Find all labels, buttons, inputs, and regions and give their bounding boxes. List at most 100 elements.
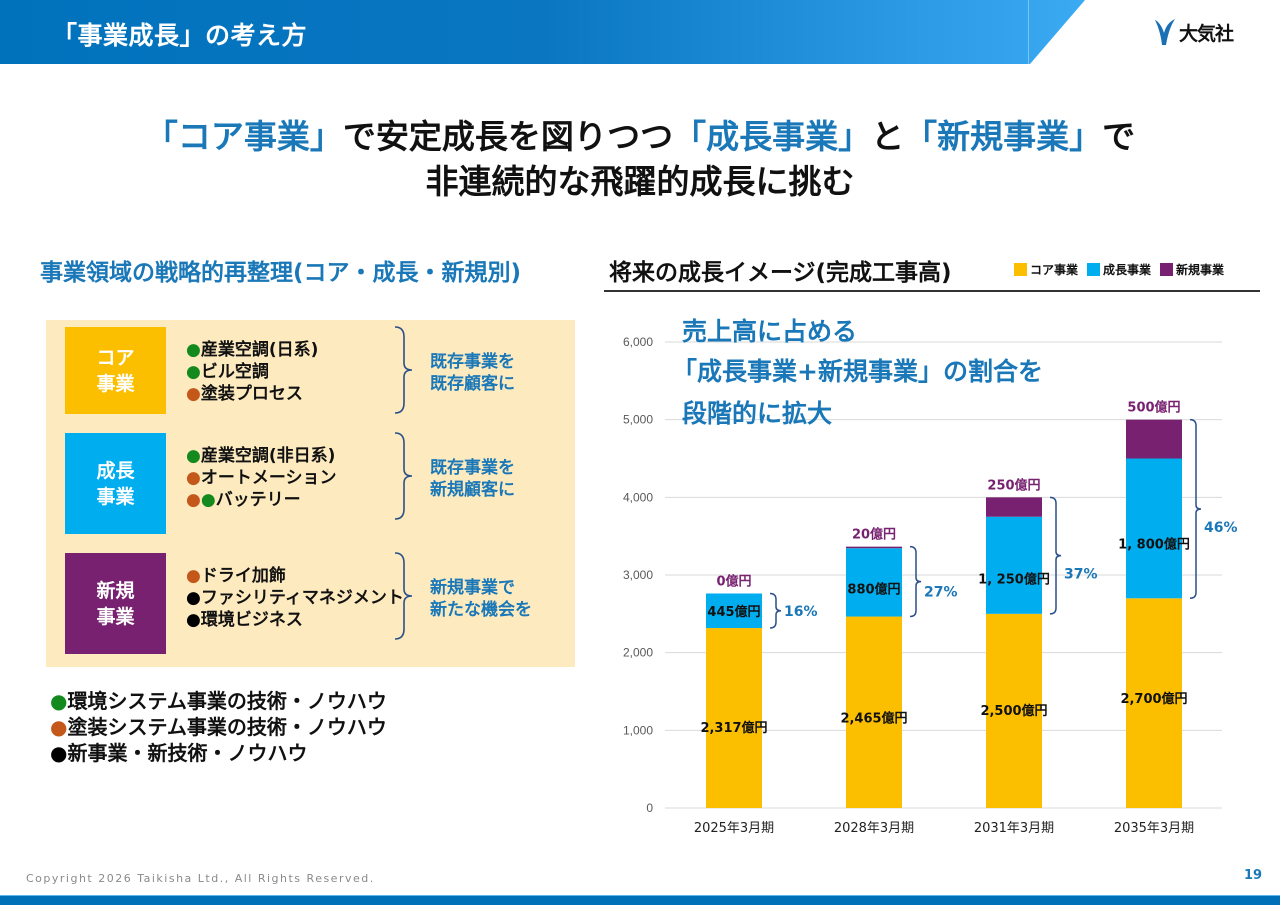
data-label-growth: 1, 250億円 <box>978 571 1050 587</box>
desc-line: 新規顧客に <box>430 480 515 500</box>
technology-legend-item: ●塗装システム事業の技術・ノウハウ <box>50 714 387 740</box>
category-items-2: ●ドライ加飾 ●ファシリティマネジメント ●環境ビジネス <box>186 565 404 631</box>
callout-line-3: 段階的に拡大 <box>682 399 833 428</box>
page-number: 19 <box>1244 868 1263 883</box>
share-brace-icon <box>769 592 782 629</box>
desc-line: 新たな機会を <box>430 600 532 620</box>
legend-swatch-new <box>1160 263 1174 276</box>
orange-dot-icon: ● <box>186 490 201 510</box>
callout-line-1: 売上高に占める <box>682 317 858 346</box>
share-percentage-label: 16% <box>784 604 818 620</box>
business-item-text: ビル空調 <box>200 362 269 382</box>
share-brace-icon <box>1189 418 1202 600</box>
category-box-2: 新規 事業 <box>65 553 166 654</box>
orange-dot-icon: ● <box>186 468 201 488</box>
category-box-0: コア 事業 <box>65 327 166 414</box>
header-band <box>0 0 1085 64</box>
data-label-growth: 1, 800億円 <box>1118 536 1190 552</box>
desc-line: 既存事業を <box>430 352 515 372</box>
copyright-text: Copyright 2026 Taikisha Ltd., All Rights… <box>26 872 375 885</box>
data-label-growth: 445億円 <box>707 604 760 620</box>
x-tick-label: 2025年3月期 <box>694 821 774 836</box>
company-logo: 大気社 <box>1153 17 1234 47</box>
category-items-0: ●産業空調(日系) ●ビル空調 ●塗装プロセス <box>186 339 318 405</box>
bar-segment-core <box>986 613 1042 808</box>
business-item: ●ドライ加飾 <box>186 565 404 587</box>
technology-legend-item: ●環境システム事業の技術・ノウハウ <box>50 688 387 714</box>
footer-band <box>0 895 1280 905</box>
x-tick-label: 2028年3月期 <box>834 821 914 836</box>
desc-line: 既存顧客に <box>430 374 515 394</box>
legend-swatch-core <box>1014 263 1027 276</box>
share-percentage-label: 37% <box>1064 567 1098 583</box>
business-item-text: バッテリー <box>215 490 301 510</box>
category-box-1: 成長 事業 <box>65 433 166 534</box>
business-item-text: ドライ加飾 <box>200 566 286 586</box>
category-label: 事業 <box>96 485 135 508</box>
technology-legend-text: 環境システム事業の技術・ノウハウ <box>67 689 387 713</box>
technology-legend-item: ●新事業・新技術・ノウハウ <box>50 740 387 766</box>
category-label: 新規 <box>96 579 135 602</box>
legend-swatch-growth <box>1087 263 1101 276</box>
category-description: 既存事業を 新規顧客に <box>430 457 515 501</box>
callout-line-2: 「成長事業+新規事業」の割合を <box>672 357 1043 386</box>
technology-legend: ●環境システム事業の技術・ノウハウ ●塗装システム事業の技術・ノウハウ ●新事業・新… <box>50 688 387 766</box>
headline-seg: 「新規事業」 <box>904 117 1103 156</box>
business-item-text: オートメーション <box>200 468 337 488</box>
category-label: 事業 <box>96 605 135 628</box>
share-percentage-label: 46% <box>1204 520 1238 536</box>
business-item: ●産業空調(日系) <box>186 339 318 361</box>
black-dot-icon: ● <box>50 741 68 765</box>
share-brace-icon <box>1049 496 1062 615</box>
y-tick-label: 3,000 <box>623 568 653 582</box>
orange-dot-icon: ● <box>50 715 68 739</box>
headline-seg: で安定成長を図りつつ <box>342 117 674 156</box>
black-dot-icon: ● <box>186 588 201 608</box>
data-label-core: 2,317億円 <box>700 720 767 736</box>
right-brace-icon <box>392 325 414 415</box>
business-item-text: 産業空調(日系) <box>200 340 319 360</box>
legend-label: 新規事業 <box>1176 263 1225 277</box>
data-label-growth: 880億円 <box>847 581 900 597</box>
technology-legend-text: 新事業・新技術・ノウハウ <box>67 741 308 765</box>
desc-line: 既存事業を <box>430 458 515 478</box>
headline-seg: 「コア事業」 <box>144 117 343 156</box>
bar-segment-growth <box>1126 458 1182 599</box>
slide-title: 「事業成長」の考え方 <box>52 21 308 50</box>
data-label-core: 2,700億円 <box>1120 691 1187 707</box>
category-label: コア <box>96 346 135 369</box>
green-dot-icon: ● <box>186 362 201 382</box>
header-band-divider <box>1028 0 1029 64</box>
legend-item-new: 新規事業 <box>1160 261 1224 278</box>
share-brace-icon <box>909 545 922 618</box>
green-dot-icon: ● <box>186 446 201 466</box>
growth-stacked-bar-chart: 0 1,000 2,000 3,000 4,000 5,000 6,000 2025年3月期 2… <box>623 335 1238 836</box>
data-label-new: 500億円 <box>1127 400 1180 416</box>
business-item: ●産業空調(非日系) <box>186 445 337 467</box>
legend-item-core: コア事業 <box>1014 261 1078 278</box>
x-tick-label: 2035年3月期 <box>1114 821 1194 836</box>
legend-item-growth: 成長事業 <box>1087 261 1151 278</box>
headline-seg: と <box>871 117 905 156</box>
y-tick-label: 2,000 <box>623 646 653 660</box>
orange-dot-icon: ● <box>186 384 201 404</box>
bar-segment-growth <box>706 593 762 629</box>
data-label-core: 2,500億円 <box>980 703 1047 719</box>
headline-seg: 「成長事業」 <box>673 117 872 156</box>
technology-legend-text: 塗装システム事業の技術・ノウハウ <box>67 715 387 739</box>
y-tick-label: 6,000 <box>623 335 653 349</box>
bar-segment-growth <box>846 548 902 617</box>
legend-label: コア事業 <box>1030 263 1079 277</box>
y-tick-label: 1,000 <box>623 723 653 737</box>
business-item-text: 産業空調(非日系) <box>200 446 336 466</box>
category-label: 事業 <box>96 372 135 395</box>
orange-dot-icon: ● <box>186 566 201 586</box>
category-label: 成長 <box>96 459 135 482</box>
y-tick-label: 0 <box>646 801 653 815</box>
green-dot-icon: ● <box>186 340 201 360</box>
bar-segment-core <box>846 616 902 808</box>
legend-label: 成長事業 <box>1103 263 1152 277</box>
business-item-text: ファシリティマネジメント <box>200 588 404 608</box>
bar-segment-new <box>846 546 902 549</box>
black-dot-icon: ● <box>186 610 201 630</box>
